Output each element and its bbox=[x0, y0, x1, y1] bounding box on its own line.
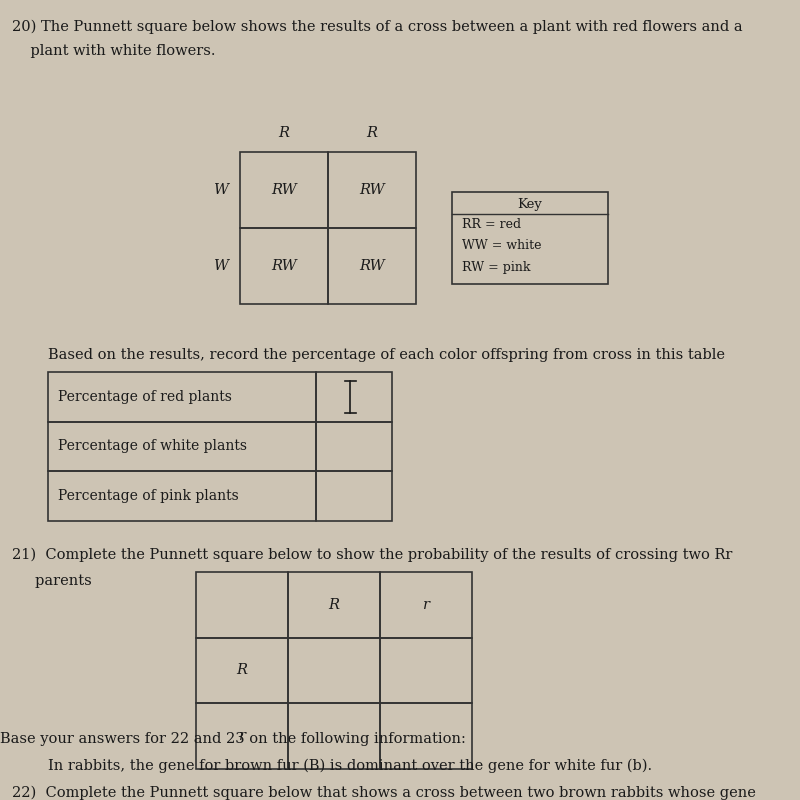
Text: In rabbits, the gene for brown fur (B) is dominant over the gene for white fur (: In rabbits, the gene for brown fur (B) i… bbox=[48, 758, 652, 773]
Text: Based on the results, record the percentage of each color offspring from cross i: Based on the results, record the percent… bbox=[48, 348, 725, 362]
Text: RW: RW bbox=[359, 259, 385, 273]
Bar bbox=[316, 422, 392, 471]
Bar bbox=[240, 152, 328, 228]
Text: Percentage of pink plants: Percentage of pink plants bbox=[58, 489, 238, 503]
Text: R: R bbox=[366, 126, 378, 140]
Bar bbox=[48, 372, 316, 422]
Bar bbox=[380, 638, 472, 703]
Text: plant with white flowers.: plant with white flowers. bbox=[12, 44, 215, 58]
Text: RW = pink: RW = pink bbox=[462, 261, 530, 274]
Bar bbox=[328, 228, 416, 304]
Bar bbox=[452, 192, 608, 284]
Bar bbox=[316, 372, 392, 422]
Bar bbox=[48, 422, 316, 471]
Text: 21)  Complete the Punnett square below to show the probability of the results of: 21) Complete the Punnett square below to… bbox=[12, 548, 732, 562]
Text: Percentage of white plants: Percentage of white plants bbox=[58, 439, 246, 454]
Bar bbox=[288, 638, 380, 703]
Text: 20) The Punnett square below shows the results of a cross between a plant with r: 20) The Punnett square below shows the r… bbox=[12, 20, 742, 34]
Text: Base your answers for 22 and 23 on the following information:: Base your answers for 22 and 23 on the f… bbox=[0, 732, 466, 746]
Bar bbox=[316, 471, 392, 521]
Text: r: r bbox=[238, 729, 246, 743]
Text: Percentage of red plants: Percentage of red plants bbox=[58, 390, 231, 404]
Text: R: R bbox=[237, 663, 247, 678]
Bar bbox=[48, 471, 316, 521]
Text: 22)  Complete the Punnett square below that shows a cross between two brown rabb: 22) Complete the Punnett square below th… bbox=[12, 786, 756, 800]
Bar bbox=[288, 703, 380, 769]
Text: RW: RW bbox=[271, 183, 297, 197]
Text: R: R bbox=[278, 126, 290, 140]
Text: W: W bbox=[213, 259, 228, 273]
Bar bbox=[240, 228, 328, 304]
Text: RW: RW bbox=[359, 183, 385, 197]
Bar bbox=[196, 703, 288, 769]
Bar bbox=[380, 703, 472, 769]
Text: Key: Key bbox=[518, 198, 542, 211]
Bar bbox=[196, 638, 288, 703]
Text: R: R bbox=[329, 598, 339, 612]
Bar bbox=[328, 152, 416, 228]
Bar bbox=[288, 572, 380, 638]
Text: WW = white: WW = white bbox=[462, 239, 541, 252]
Bar bbox=[196, 572, 288, 638]
Text: parents: parents bbox=[12, 574, 92, 589]
Text: W: W bbox=[213, 183, 228, 197]
Text: RR = red: RR = red bbox=[462, 218, 521, 230]
Text: r: r bbox=[422, 598, 430, 612]
Bar bbox=[380, 572, 472, 638]
Text: RW: RW bbox=[271, 259, 297, 273]
